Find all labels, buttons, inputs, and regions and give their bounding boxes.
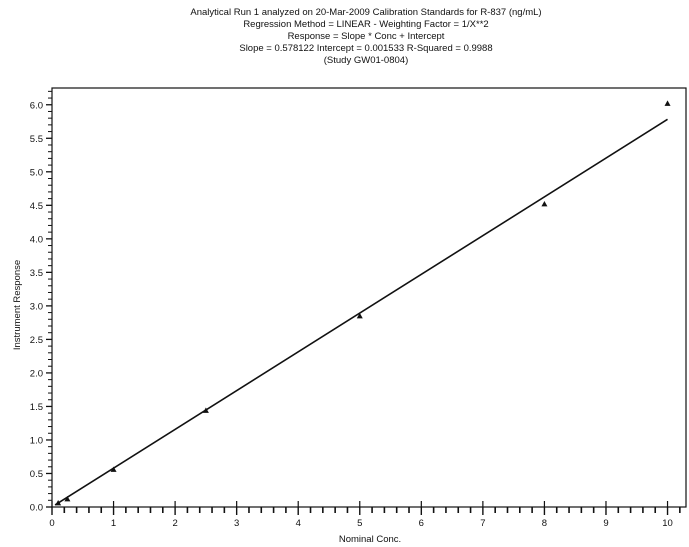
y-tick-label: 3.0	[30, 301, 43, 312]
data-point	[202, 407, 209, 413]
x-tick-label: 9	[603, 518, 608, 529]
y-tick-label: 4.5	[30, 201, 43, 212]
y-tick-label: 1.0	[30, 435, 43, 446]
regression-line	[54, 118, 668, 506]
plot-frame	[51, 87, 687, 508]
x-tick-label: 3	[234, 518, 239, 529]
y-tick-label: 3.5	[30, 268, 43, 279]
y-tick-label: 2.5	[30, 335, 43, 346]
y-tick-label: 4.0	[30, 234, 43, 245]
plot-border	[51, 87, 687, 508]
data-point	[110, 466, 117, 472]
x-tick-label: 4	[296, 518, 301, 529]
data-points	[55, 100, 671, 506]
data-point	[55, 499, 62, 506]
x-tick-label: 5	[357, 518, 362, 529]
data-point	[664, 100, 671, 106]
chart-title-line-1: Analytical Run 1 analyzed on 20-Mar-2009…	[190, 7, 541, 18]
axis-ticks	[46, 90, 681, 515]
chart-title-line-3: Response = Slope * Conc + Intercept	[288, 31, 445, 42]
y-axis-label: Instrument Response	[12, 260, 23, 350]
chart-title-line-4: Slope = 0.578122 Intercept = 0.001533 R-…	[239, 43, 492, 54]
x-tick-label: 6	[419, 518, 424, 529]
y-tick-label: 0.5	[30, 469, 43, 480]
y-tick-label: 2.0	[30, 368, 43, 379]
x-tick-label: 0	[49, 518, 54, 529]
axis-tick-labels: 0 1 2 3 4 5 6 7 8 9 10 0.0 0.5 1.0 1.5 2.0 2.5 3.0 3.5 4.0 4…	[30, 100, 673, 529]
data-point	[64, 495, 71, 502]
x-tick-label: 10	[662, 518, 673, 529]
regression-line-group	[54, 118, 668, 506]
chart-title-block: Analytical Run 1 analyzed on 20-Mar-2009…	[190, 7, 541, 66]
y-tick-label: 5.5	[30, 134, 43, 145]
y-tick-label: 0.0	[30, 503, 43, 514]
chart-title-line-2: Regression Method = LINEAR - Weighting F…	[243, 19, 488, 30]
y-tick-label: 6.0	[30, 100, 43, 111]
x-tick-label: 1	[111, 518, 116, 529]
y-tick-label: 1.5	[30, 402, 43, 413]
x-tick-label: 2	[172, 518, 177, 529]
data-point	[541, 200, 548, 207]
x-tick-label: 8	[542, 518, 547, 529]
x-axis-label: Nominal Conc.	[339, 534, 401, 545]
chart-title-line-5: (Study GW01-0804)	[324, 55, 408, 66]
x-tick-label: 7	[480, 518, 485, 529]
y-tick-label: 5.0	[30, 167, 43, 178]
data-point	[356, 312, 363, 319]
